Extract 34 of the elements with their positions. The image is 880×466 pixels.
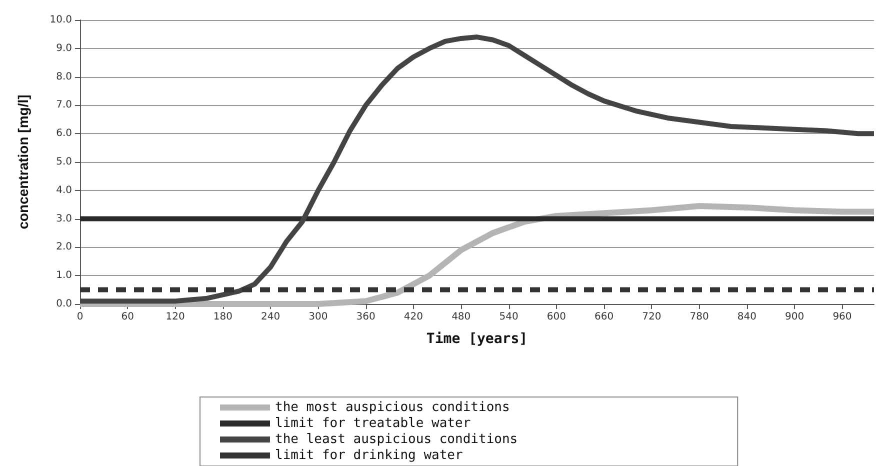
y-tick-label: 6.0 [56,128,72,140]
x-tick-label: 480 [452,312,471,322]
x-tick-label: 540 [499,312,518,322]
x-tick-label: 300 [308,312,328,322]
legend-label: the most auspicious conditions [275,400,510,415]
y-tick-label: 0.0 [56,298,72,310]
x-tick-label: 120 [166,312,185,322]
legend-label: limit for drinking water [275,448,464,463]
y-tick-label: 1.0 [56,270,72,282]
x-tick-label: 600 [546,312,566,322]
legend-label: limit for treatable water [275,416,471,431]
x-tick-label: 180 [213,312,232,322]
x-tick-label: 900 [785,312,804,322]
y-tick-label: 7.0 [56,100,72,111]
x-axis-title: Time [years] [426,331,528,347]
y-tick-label: 3.0 [56,213,72,224]
y-tick-label: 9.0 [56,42,72,54]
y-tick-label: 2.0 [56,242,72,253]
x-tick-label: 0 [76,312,84,322]
x-tick-label: 60 [121,312,134,322]
x-tick-label: 840 [737,312,757,322]
y-axis-title: concentration [mg/l] [15,94,31,230]
legend-label: the least auspicious conditions [275,432,518,447]
x-tick-label: 240 [261,312,280,322]
y-tick-label: 8.0 [56,71,72,82]
x-tick-label: 660 [594,312,614,322]
x-tick-label: 720 [642,312,662,322]
x-tick-label: 960 [832,312,852,322]
y-tick-label: 10.0 [50,14,72,26]
x-tick-label: 420 [404,312,424,322]
y-tick-label: 5.0 [56,156,72,168]
y-tick-label: 4.0 [56,184,72,196]
x-tick-label: 780 [690,312,709,322]
x-tick-label: 360 [356,312,376,322]
